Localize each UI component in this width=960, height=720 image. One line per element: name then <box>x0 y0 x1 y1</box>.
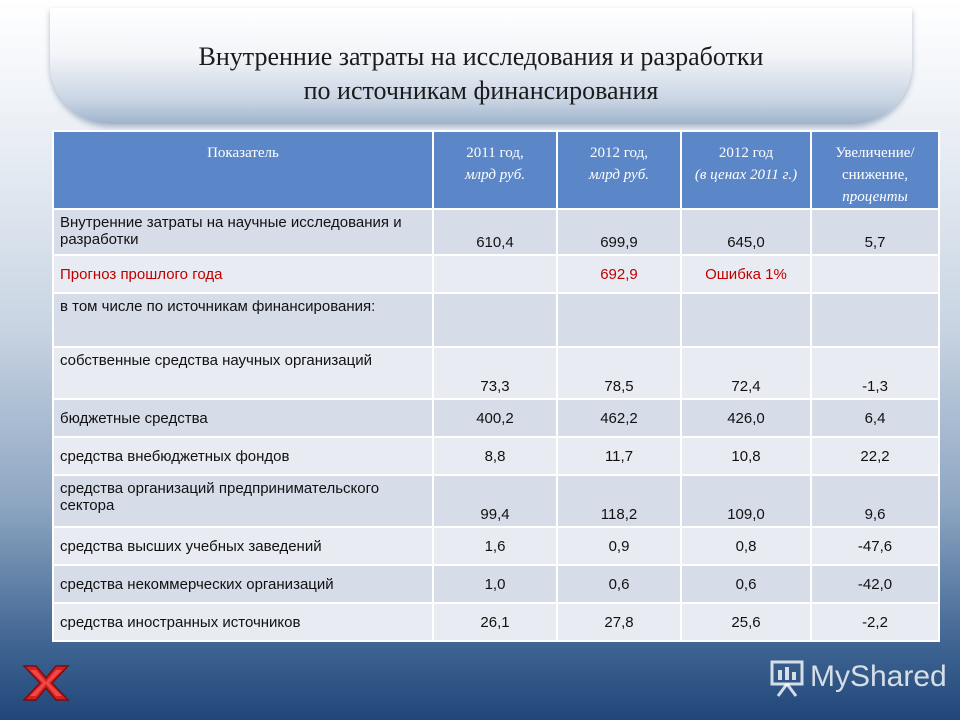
value-2011: 26,1 <box>432 602 558 642</box>
value-2012-constant: 10,8 <box>680 436 812 476</box>
table-row: средства иностранных источников 26,1 27,8 2… <box>52 602 940 642</box>
header-change: Увеличение/ снижение, проценты <box>810 130 940 210</box>
presentation-icon <box>770 660 804 697</box>
value-2012: 11,7 <box>556 436 682 476</box>
value-change: -2,2 <box>810 602 940 642</box>
row-label: средства организаций предпринимательског… <box>52 474 434 528</box>
table-row: средства некоммерческих организаций 1,0 0,… <box>52 564 940 604</box>
value-2012-constant: Ошибка 1% <box>680 254 812 294</box>
table-row: бюджетные средства 400,2 462,2 426,0 6,4 <box>52 398 940 438</box>
watermark-text: MyShared <box>810 660 947 693</box>
rd-expenditure-table: Показатель 2011 год, млрд руб. 2012 год, м… <box>52 130 940 642</box>
value-2012: 78,5 <box>556 346 682 400</box>
value-2012: 0,9 <box>556 526 682 566</box>
value-2012-constant: 72,4 <box>680 346 812 400</box>
value-change: 9,6 <box>810 474 940 528</box>
row-label: средства высших учебных заведений <box>52 526 434 566</box>
value-2011: 400,2 <box>432 398 558 438</box>
value-2012: 462,2 <box>556 398 682 438</box>
table-row: Прогноз прошлого года 692,9 Ошибка 1% <box>52 254 940 294</box>
header-indicator: Показатель <box>52 130 434 210</box>
value-2011: 73,3 <box>432 346 558 400</box>
header-2012: 2012 год, млрд руб. <box>556 130 682 210</box>
value-change: -1,3 <box>810 346 940 400</box>
value-2012-constant <box>680 292 812 348</box>
row-label: в том числе по источникам финансирования… <box>52 292 434 348</box>
row-label: Внутренние затраты на научные исследован… <box>52 208 434 256</box>
value-2012: 699,9 <box>556 208 682 256</box>
value-change: -47,6 <box>810 526 940 566</box>
row-label: средства внебюджетных фондов <box>52 436 434 476</box>
value-2012-constant: 109,0 <box>680 474 812 528</box>
value-2012 <box>556 292 682 348</box>
value-2012: 118,2 <box>556 474 682 528</box>
value-2011: 1,0 <box>432 564 558 604</box>
value-change: 5,7 <box>810 208 940 256</box>
value-2012: 692,9 <box>556 254 682 294</box>
value-2012: 27,8 <box>556 602 682 642</box>
header-2012-constant-prices: 2012 год (в ценах 2011 г.) <box>680 130 812 210</box>
row-label: собственные средства научных организаций <box>52 346 434 400</box>
value-change: -42,0 <box>810 564 940 604</box>
row-label: Прогноз прошлого года <box>52 254 434 294</box>
value-change <box>810 292 940 348</box>
row-label: бюджетные средства <box>52 398 434 438</box>
value-change: 22,2 <box>810 436 940 476</box>
value-2012-constant: 0,8 <box>680 526 812 566</box>
value-2011: 8,8 <box>432 436 558 476</box>
table-row: собственные средства научных организаций… <box>52 346 940 400</box>
value-2012-constant: 25,6 <box>680 602 812 642</box>
row-label: средства некоммерческих организаций <box>52 564 434 604</box>
red-x-logo-icon <box>22 665 70 701</box>
slide-title-line-2: по источникам финансирования <box>303 76 659 105</box>
value-2012-constant: 426,0 <box>680 398 812 438</box>
value-2011: 610,4 <box>432 208 558 256</box>
table-row: средства организаций предпринимательског… <box>52 474 940 528</box>
value-2012-constant: 0,6 <box>680 564 812 604</box>
value-2011: 1,6 <box>432 526 558 566</box>
table-row: в том числе по источникам финансирования… <box>52 292 940 348</box>
value-change: 6,4 <box>810 398 940 438</box>
value-2011 <box>432 254 558 294</box>
header-2011: 2011 год, млрд руб. <box>432 130 558 210</box>
value-change <box>810 254 940 294</box>
value-2012-constant: 645,0 <box>680 208 812 256</box>
table-row: средства высших учебных заведений 1,6 0,9 0… <box>52 526 940 566</box>
slide-title-line-1: Внутренние затраты на исследования и раз… <box>198 42 764 71</box>
myshared-watermark: MyShared <box>770 654 947 710</box>
table-row: Внутренние затраты на научные исследован… <box>52 208 940 256</box>
value-2012: 0,6 <box>556 564 682 604</box>
value-2011 <box>432 292 558 348</box>
table-header-row: Показатель 2011 год, млрд руб. 2012 год, м… <box>52 130 940 210</box>
value-2011: 99,4 <box>432 474 558 528</box>
row-label: средства иностранных источников <box>52 602 434 642</box>
table-row: средства внебюджетных фондов 8,8 11,7 10,8 2… <box>52 436 940 476</box>
title-banner: Внутренние затраты на исследования и раз… <box>50 8 912 124</box>
